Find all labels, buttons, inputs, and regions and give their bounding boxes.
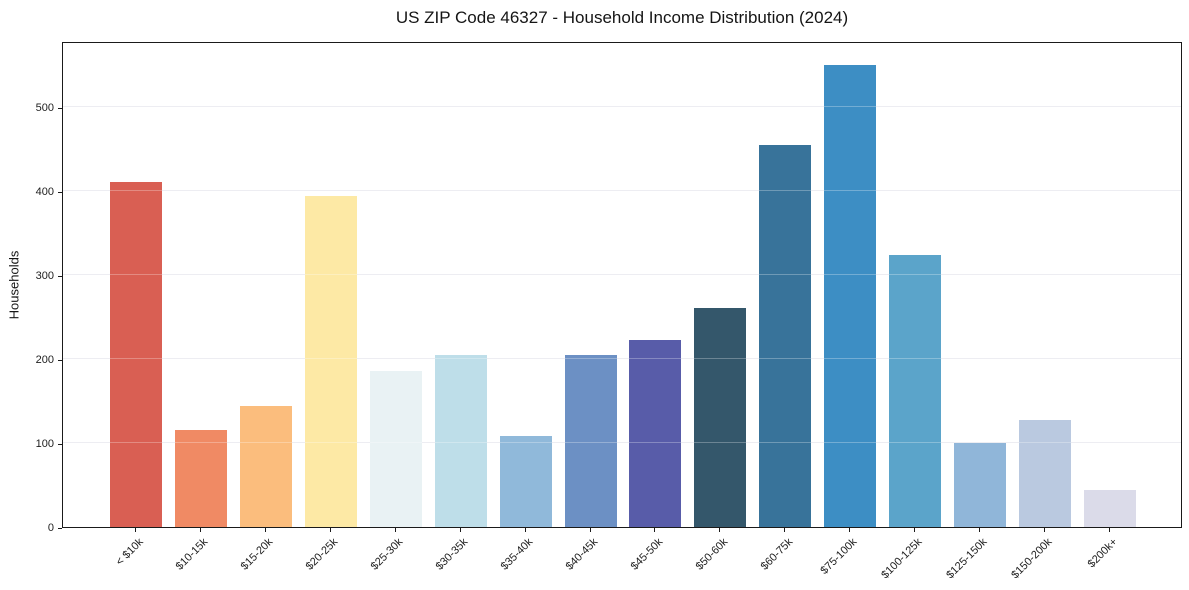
xtick-label-$60-75k: $60-75k xyxy=(758,536,795,573)
bar-$60-75k xyxy=(759,145,812,527)
xtick-label-$125-150k: $125-150k xyxy=(944,536,990,582)
xtick-mark-$50-60k xyxy=(719,528,721,532)
xtick-mark-$150-200k xyxy=(1044,528,1046,532)
xtick-mark-$35-40k xyxy=(524,528,526,532)
bar-$10-15k xyxy=(174,430,227,527)
xtick-mark-$25-30k xyxy=(394,528,396,532)
ytick-label-0: 0 xyxy=(47,522,54,534)
xtick-mark-$60-75k xyxy=(784,528,786,532)
xtick-label-$50-60k: $50-60k xyxy=(693,536,730,573)
xtick-mark-$40-45k xyxy=(589,528,591,532)
bar-$45-50k xyxy=(629,340,682,527)
ytick-label-400: 400 xyxy=(35,185,54,198)
gridline-overlay-300 xyxy=(63,273,1181,275)
ytick-mark-100 xyxy=(58,443,62,445)
ytick-mark-300 xyxy=(58,275,62,277)
y-axis-label: Households xyxy=(6,250,22,320)
plot-area xyxy=(62,42,1182,528)
ytick-label-200: 200 xyxy=(35,353,54,366)
xtick-mark-< $10k xyxy=(135,528,136,532)
xtick-mark-$100-125k xyxy=(914,528,916,532)
bar-$30-35k xyxy=(434,355,487,527)
xtick-mark-$200k+ xyxy=(1109,528,1110,532)
ytick-mark-0 xyxy=(58,528,62,529)
xtick-label-$150-200k: $150-200k xyxy=(1009,536,1055,582)
xtick-mark-$75-100k xyxy=(849,528,851,532)
gridline-200 xyxy=(63,357,1181,359)
xtick-mark-$10-15k xyxy=(199,528,201,532)
bar-$150-200k xyxy=(1019,420,1072,527)
xtick-mark-$45-50k xyxy=(654,528,656,532)
xtick-label-$10-15k: $10-15k xyxy=(173,536,211,573)
bar-$75-100k xyxy=(824,64,877,527)
xtick-mark-$125-150k xyxy=(979,528,981,532)
xtick-label-$45-50k: $45-50k xyxy=(628,536,665,573)
gridline-overlay-500 xyxy=(63,105,1181,107)
xtick-label-$35-40k: $35-40k xyxy=(498,536,536,573)
gridline-300 xyxy=(63,273,1181,275)
xtick-label-$40-45k: $40-45k xyxy=(563,536,601,573)
ytick-mark-400 xyxy=(58,191,62,193)
bar-$50-60k xyxy=(694,308,747,527)
bar-$15-20k xyxy=(239,405,292,527)
xtick-mark-$15-20k xyxy=(264,528,266,532)
ytick-label-300: 300 xyxy=(35,269,54,282)
chart-title: US ZIP Code 46327 - Household Income Dis… xyxy=(395,8,849,27)
xtick-mark-$30-35k xyxy=(459,528,461,532)
bar-$200k+ xyxy=(1084,490,1136,527)
gridline-400 xyxy=(63,189,1181,191)
bar-$100-125k xyxy=(889,255,942,527)
xtick-label-$100-125k: $100-125k xyxy=(879,536,925,582)
xtick-label-$20-25k: $20-25k xyxy=(303,536,341,573)
bar-$35-40k xyxy=(499,436,552,527)
gridline-overlay-400 xyxy=(63,189,1181,191)
xtick-mark-$20-25k xyxy=(329,528,331,532)
xtick-label-< $10k: < $10k xyxy=(113,536,146,569)
gridline-overlay-100 xyxy=(63,441,1181,443)
ytick-label-100: 100 xyxy=(35,437,54,450)
ytick-mark-500 xyxy=(58,107,62,109)
xtick-label-$200k+: $200k+ xyxy=(1085,536,1120,571)
gridline-100 xyxy=(63,441,1181,443)
gridline-500 xyxy=(63,105,1181,107)
xtick-label-$75-100k: $75-100k xyxy=(818,536,860,577)
bar-< $10k xyxy=(110,182,162,527)
gridline-overlay-200 xyxy=(63,357,1181,359)
bar-$40-45k xyxy=(564,354,617,527)
bar-$125-150k xyxy=(954,442,1007,527)
bar-$20-25k xyxy=(304,195,357,527)
xtick-label-$15-20k: $15-20k xyxy=(238,536,276,573)
ytick-label-500: 500 xyxy=(35,101,54,114)
xtick-label-$30-35k: $30-35k xyxy=(433,536,471,573)
bar-$25-30k xyxy=(369,370,422,527)
ytick-mark-200 xyxy=(58,359,62,361)
xtick-label-$25-30k: $25-30k xyxy=(368,536,406,573)
